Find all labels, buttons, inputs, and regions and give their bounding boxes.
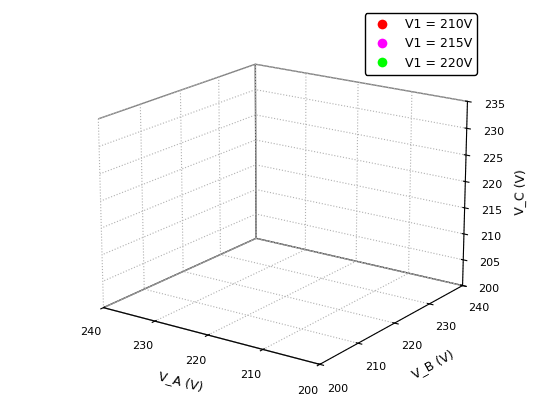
Y-axis label: V_B (V): V_B (V) bbox=[410, 348, 456, 381]
Legend: V1 = 210V, V1 = 215V, V1 = 220V: V1 = 210V, V1 = 215V, V1 = 220V bbox=[365, 13, 477, 75]
X-axis label: V_A (V): V_A (V) bbox=[157, 370, 204, 394]
